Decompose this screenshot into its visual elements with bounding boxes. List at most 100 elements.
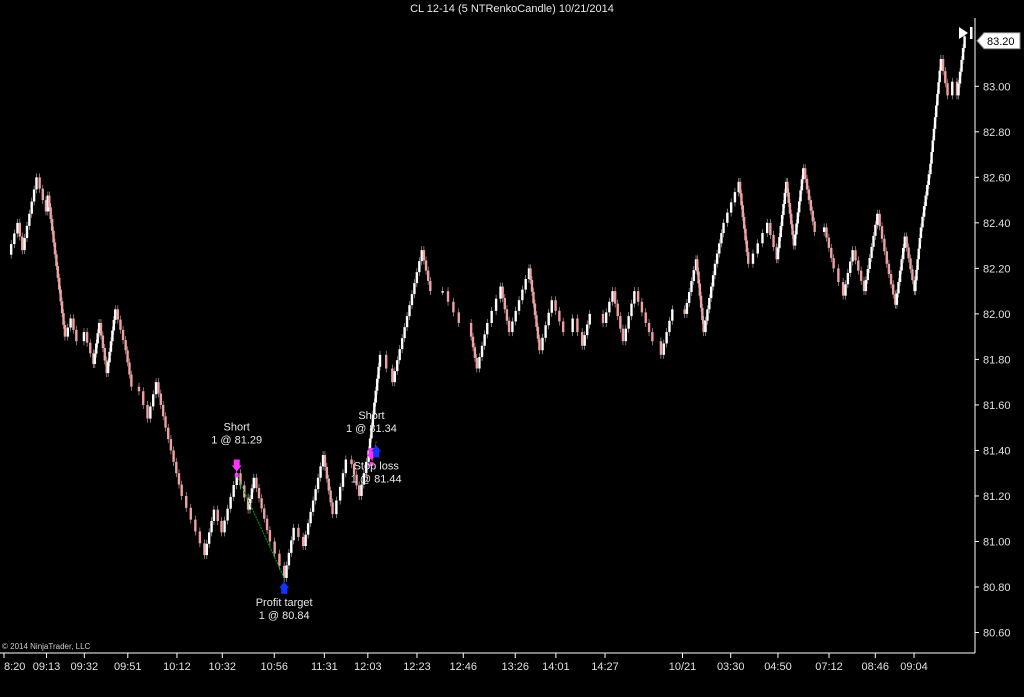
last-price-label: 83.20 xyxy=(987,36,1015,48)
down-candle xyxy=(146,404,149,419)
down-candle xyxy=(554,300,557,311)
skip-to-end-icon[interactable] xyxy=(956,24,976,42)
down-candle xyxy=(535,315,538,327)
up-candle xyxy=(306,523,310,535)
up-candle xyxy=(97,322,101,334)
down-candle xyxy=(189,507,192,520)
up-candle xyxy=(66,327,69,337)
up-candle xyxy=(915,269,918,281)
down-candle xyxy=(137,386,141,392)
down-candle xyxy=(350,459,353,465)
y-tick-label: 81.80 xyxy=(983,354,1011,366)
x-tick-label: 14:01 xyxy=(542,661,570,673)
down-candle xyxy=(830,247,833,259)
up-candle xyxy=(665,332,668,344)
up-candle xyxy=(415,272,419,284)
y-tick-label: 83.00 xyxy=(983,81,1011,93)
up-candle xyxy=(692,270,695,282)
up-candle xyxy=(207,532,211,544)
up-candle xyxy=(726,212,729,223)
down-candle xyxy=(854,250,857,261)
down-candle xyxy=(355,474,358,486)
down-candle xyxy=(268,530,272,542)
up-candle xyxy=(733,192,737,203)
up-candle xyxy=(930,152,933,164)
down-candle xyxy=(41,188,44,201)
up-candle xyxy=(290,540,293,553)
down-candle xyxy=(260,498,263,509)
up-candle xyxy=(932,128,936,141)
up-candle xyxy=(706,309,709,321)
down-candle xyxy=(738,181,742,194)
down-candle xyxy=(169,439,173,451)
down-candle xyxy=(832,258,835,269)
down-candle xyxy=(941,58,945,72)
down-candle xyxy=(788,203,792,214)
down-candle xyxy=(807,189,811,201)
down-candle xyxy=(282,565,286,578)
up-candle xyxy=(931,140,934,153)
up-candle xyxy=(375,378,379,391)
annotation-label: 1 @ 80.84 xyxy=(259,610,310,622)
down-candle xyxy=(529,268,532,281)
up-candle xyxy=(720,233,723,244)
y-tick-label: 82.60 xyxy=(983,172,1011,184)
down-candle xyxy=(424,260,428,271)
up-candle xyxy=(149,406,152,419)
up-candle xyxy=(514,310,517,322)
down-candle xyxy=(177,473,181,485)
down-candle xyxy=(426,270,430,281)
down-candle xyxy=(701,307,704,320)
down-candle xyxy=(198,531,202,544)
down-candle xyxy=(203,543,206,556)
up-candle xyxy=(362,473,366,485)
down-candle xyxy=(576,318,579,333)
up-candle xyxy=(668,320,671,333)
down-candle xyxy=(505,309,509,321)
down-candle xyxy=(790,213,793,225)
up-candle xyxy=(420,250,423,262)
down-candle xyxy=(501,286,504,298)
x-tick-label: 09:13 xyxy=(33,661,61,673)
up-candle xyxy=(368,438,372,451)
up-candle xyxy=(341,473,345,487)
down-candle xyxy=(48,195,51,208)
down-candle xyxy=(357,485,361,496)
up-candle xyxy=(926,184,929,196)
down-candle xyxy=(862,280,866,292)
up-candle xyxy=(494,298,498,311)
up-candle xyxy=(780,215,784,227)
up-candle xyxy=(929,163,932,175)
down-candle xyxy=(331,502,334,515)
up-candle xyxy=(737,181,740,193)
up-candle xyxy=(927,174,931,185)
up-candle xyxy=(69,318,72,328)
entry-marker xyxy=(369,462,374,467)
y-tick-label: 81.00 xyxy=(983,536,1011,548)
up-candle xyxy=(360,484,363,496)
annotation-label: 1 @ 81.29 xyxy=(211,434,262,446)
down-candle xyxy=(530,280,534,292)
down-candle xyxy=(18,222,22,237)
up-candle xyxy=(761,233,764,244)
entry-marker xyxy=(234,473,239,478)
up-candle xyxy=(938,70,941,83)
up-candle xyxy=(729,202,733,213)
x-tick-label: 8:20 xyxy=(4,661,25,673)
up-candle xyxy=(922,206,926,217)
up-candle xyxy=(30,201,33,214)
down-candle xyxy=(92,353,95,364)
short-arrow-icon xyxy=(231,459,242,472)
up-candle xyxy=(344,459,348,474)
up-candle xyxy=(951,81,954,96)
x-tick-label: 12:46 xyxy=(450,661,478,673)
up-candle xyxy=(916,259,919,270)
up-candle xyxy=(611,291,614,302)
down-candle xyxy=(699,295,703,308)
up-candle xyxy=(914,280,917,292)
down-candle xyxy=(130,374,133,387)
down-candle xyxy=(297,527,300,537)
y-tick-label: 80.60 xyxy=(983,628,1011,640)
down-candle xyxy=(791,224,794,235)
